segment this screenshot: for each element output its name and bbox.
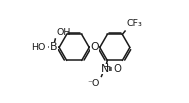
- Text: O: O: [90, 42, 99, 52]
- Text: ⁻O: ⁻O: [87, 79, 100, 88]
- Text: HO: HO: [31, 43, 46, 52]
- Text: CF₃: CF₃: [127, 19, 143, 28]
- Text: B: B: [50, 42, 57, 52]
- Text: OH: OH: [56, 28, 71, 37]
- Text: N: N: [101, 64, 109, 74]
- Text: +: +: [103, 62, 111, 71]
- Text: O: O: [113, 64, 121, 74]
